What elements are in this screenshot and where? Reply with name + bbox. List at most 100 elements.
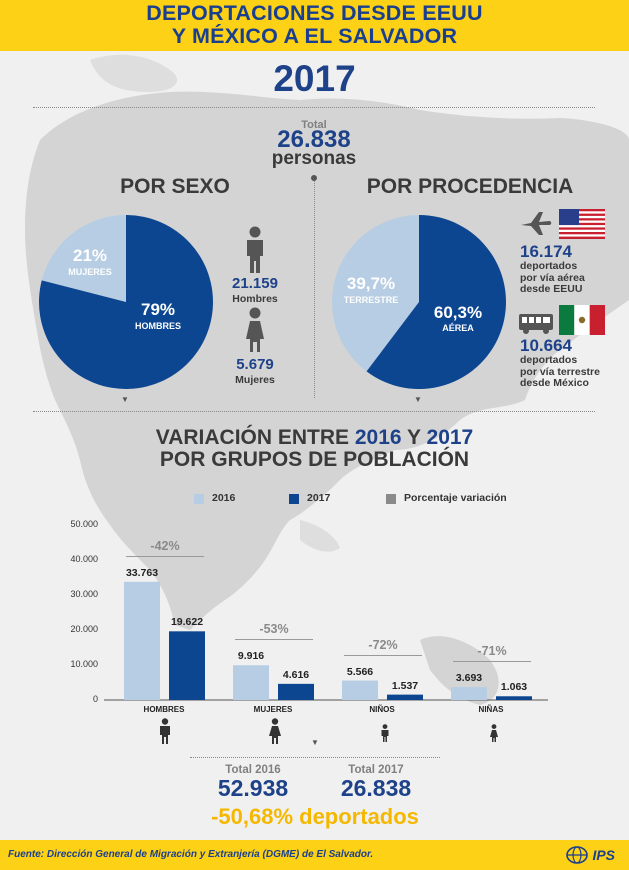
variation-pct-mujeres: -53% bbox=[259, 622, 289, 637]
mujeres-count-label: Mujeres bbox=[235, 374, 275, 386]
category-man-icon bbox=[160, 718, 170, 744]
bar-label-niñas-2017: 1.063 bbox=[500, 681, 528, 694]
terrestre-desc-3: desde México bbox=[520, 377, 589, 389]
mexico-flag-icon bbox=[559, 305, 605, 335]
category-label-hombres: HOMBRES bbox=[143, 705, 185, 714]
terrestre-desc: deportados por vía terrestre desde Méxic… bbox=[520, 354, 600, 390]
pie-sexo-slice-hombres bbox=[39, 215, 213, 389]
pie-proc-aerea-label: AÉREA bbox=[442, 323, 474, 333]
aerea-desc-3: desde EEUU bbox=[520, 283, 583, 295]
pie-sexo-mujeres-pct: 21% bbox=[72, 246, 108, 265]
bar-label-niños-2017: 1.537 bbox=[391, 679, 419, 692]
y-tick-label: 20.000 bbox=[70, 624, 98, 634]
variation-pct-niños: -72% bbox=[368, 637, 398, 652]
bus-icon bbox=[519, 314, 553, 334]
legend-label-2016: 2016 bbox=[212, 492, 236, 504]
terrestre-desc-2: por vía terrestre bbox=[520, 365, 600, 378]
bar-niñas-2016 bbox=[451, 687, 487, 700]
bar-hombres-2016 bbox=[124, 581, 160, 700]
chart-arrow: ▼ bbox=[311, 738, 319, 747]
y-tick-label: 0 bbox=[92, 694, 98, 704]
footer-bar bbox=[0, 840, 629, 870]
pie-proc-terrestre-label: TERRESTRE bbox=[343, 295, 399, 305]
legend-label-2017: 2017 bbox=[307, 492, 331, 504]
bar-label-niñas-2016: 3.693 bbox=[455, 672, 483, 685]
total-2016-label: Total 2016 bbox=[225, 764, 281, 776]
man-icon bbox=[247, 226, 263, 273]
total-2017-label: Total 2017 bbox=[348, 764, 404, 776]
bar-mujeres-2017 bbox=[278, 683, 314, 700]
variacion-heading-line-1: VARIACIÓN ENTRE 2016 Y 2017 bbox=[0, 427, 629, 449]
total-value: 26.838 bbox=[277, 126, 351, 153]
variacion-heading-year-2017: 2017 bbox=[426, 426, 474, 449]
category-label-niñas: NIÑAS bbox=[478, 705, 504, 714]
aerea-desc-2: por vía aérea bbox=[520, 271, 585, 284]
variacion-heading-year-2016: 2016 bbox=[354, 426, 402, 449]
sexo-heading: POR SEXO bbox=[120, 175, 230, 198]
usa-flag-icon bbox=[559, 209, 605, 239]
divider-vertical bbox=[314, 178, 315, 398]
pie-procedencia-slice-terrestre bbox=[332, 215, 419, 372]
variacion-heading: VARIACIÓN ENTRE 2016 Y 2017 POR GRUPOS D… bbox=[0, 427, 629, 471]
variation-pct-hombres: -42% bbox=[150, 538, 180, 553]
bar-niñas-2017 bbox=[496, 696, 532, 700]
legend-swatch-2017 bbox=[289, 494, 299, 504]
bar-niños-2017 bbox=[387, 694, 423, 700]
bar-label-niños-2016: 5.566 bbox=[346, 665, 374, 678]
pie-sexo-slice-mujeres bbox=[41, 215, 127, 302]
legend-swatch-2016 bbox=[194, 494, 204, 504]
page-title: DEPORTACIONES DESDE EEUU Y MÉXICO A EL S… bbox=[0, 2, 629, 48]
ips-logo: IPS bbox=[566, 845, 615, 865]
category-boy-icon bbox=[381, 724, 389, 742]
title-line-1: DEPORTACIONES DESDE EEUU bbox=[146, 1, 483, 25]
total-2017-value: 26.838 bbox=[340, 775, 412, 801]
ips-logo-text: IPS bbox=[592, 847, 616, 863]
pie-proc-terrestre-pct: 39,7% bbox=[346, 274, 396, 293]
legend-swatch-variation bbox=[386, 494, 396, 504]
hombres-count: 21.159 bbox=[232, 275, 278, 292]
pie-procedencia-slice-aérea bbox=[366, 215, 506, 389]
year-heading: 2017 bbox=[273, 58, 356, 99]
pie-sexo-hombres-label: HOMBRES bbox=[134, 321, 181, 331]
variation-pct-niñas: -71% bbox=[477, 644, 507, 659]
y-tick-label: 50.000 bbox=[70, 519, 98, 529]
category-woman-icon bbox=[269, 718, 281, 744]
hombres-count-label: Hombres bbox=[232, 293, 278, 305]
total-unit: personas bbox=[271, 148, 357, 169]
y-tick-label: 30.000 bbox=[70, 589, 98, 599]
variation-line-niños bbox=[344, 654, 422, 656]
variation-line-hombres bbox=[126, 555, 204, 557]
pie-procedencia bbox=[332, 215, 506, 389]
bar-label-hombres-2017: 19.622 bbox=[170, 616, 204, 629]
header-bar bbox=[0, 0, 629, 51]
pie-sexo-mujeres-label: MUJERES bbox=[68, 267, 112, 277]
pie-sexo-hombres-pct: 79% bbox=[140, 300, 176, 319]
title-line-2: Y MÉXICO A EL SALVADOR bbox=[171, 24, 458, 48]
divider-bottom bbox=[190, 757, 440, 758]
pie-sexo bbox=[39, 215, 213, 389]
divider-dot bbox=[311, 175, 317, 181]
variacion-heading-c: Y bbox=[401, 426, 427, 449]
y-tick-label: 40.000 bbox=[70, 554, 98, 564]
total-2016-value: 52.938 bbox=[217, 775, 289, 801]
mujeres-count: 5.679 bbox=[236, 356, 274, 373]
pie-procedencia-arrow: ▼ bbox=[414, 395, 422, 404]
variation-line-mujeres bbox=[235, 639, 313, 641]
variacion-heading-line-2: POR GRUPOS DE POBLACIÓN bbox=[159, 448, 470, 471]
category-label-mujeres: MUJERES bbox=[253, 705, 293, 714]
variation-line-niñas bbox=[453, 661, 531, 663]
bar-label-hombres-2016: 33.763 bbox=[125, 566, 159, 579]
aerea-count: 16.174 bbox=[520, 242, 572, 261]
bar-label-mujeres-2017: 4.616 bbox=[282, 668, 310, 681]
bar-label-mujeres-2016: 9.916 bbox=[237, 650, 265, 663]
aerea-desc: deportados por vía aérea desde EEUU bbox=[520, 260, 585, 296]
pie-proc-aerea-pct: 60,3% bbox=[433, 303, 483, 322]
aerea-desc-1: deportados bbox=[520, 260, 578, 272]
variacion-heading-a: VARIACIÓN ENTRE bbox=[155, 426, 355, 449]
total-change: -50,68% deportados bbox=[211, 804, 419, 829]
category-label-niños: NIÑOS bbox=[369, 705, 395, 714]
total-label: Total bbox=[301, 119, 327, 131]
globe-icon bbox=[566, 846, 588, 864]
